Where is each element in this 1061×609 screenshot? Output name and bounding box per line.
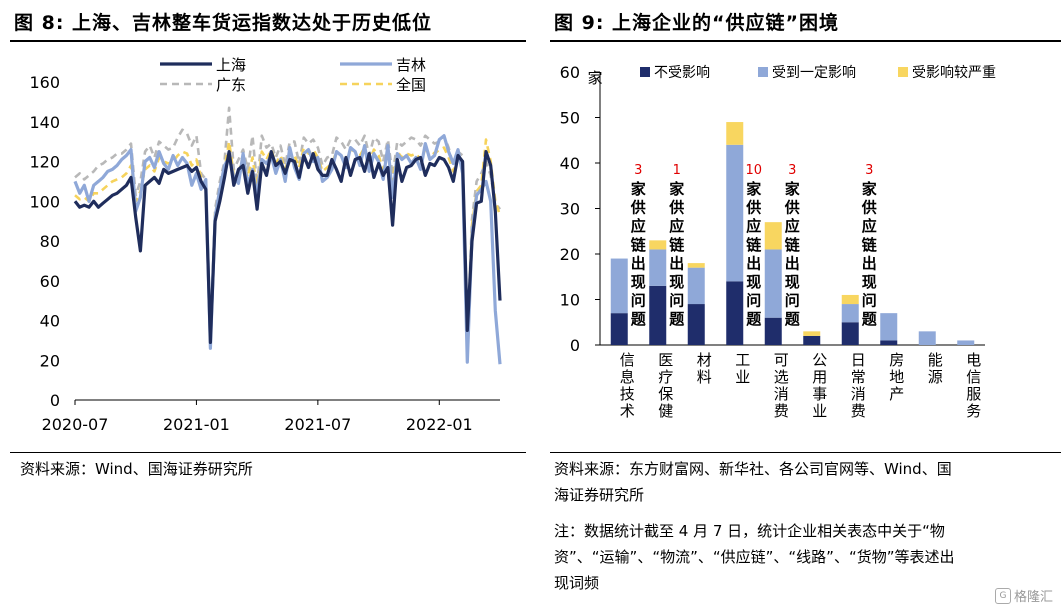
figure9-note-line2: 资”、“运输”、“物流”、“供应链”、“线路”、“货物”等表述出 [554,548,955,566]
figure9-source-line2: 海证券研究所 [554,486,645,504]
legend-swatch-受到一定影响 [758,67,768,77]
y-tick-label-140: 140 [29,113,60,132]
bar-能源-受到一定影响 [918,331,936,345]
series-line-上海 [73,149,502,344]
annotation-text-0: 家供应链出现问题 [630,180,647,328]
bar-公用事业-受影响较严重 [803,331,821,336]
x-tick-label-2021-07: 2021-07 [284,415,351,434]
x-category-label-材料: 材料 [697,351,712,386]
legend-label-广东: 广东 [216,76,246,94]
figure9-title-rule [550,40,1061,42]
x-category-label-房地产: 房地产 [889,351,904,403]
legend-label-全国: 全国 [396,76,426,94]
figure8-title-rule [10,40,526,42]
bar-日常消费-受到一定影响 [841,304,859,323]
x-category-label-信息技术: 信息技术 [620,351,635,420]
annotation-text-3: 家供应链出现问题 [784,180,801,328]
figure8-title: 图 8: 上海、吉林整车货运指数达处于历史低位 [14,12,433,34]
bar-房地产-受到一定影响 [880,313,898,341]
bar-日常消费-受影响较严重 [841,294,859,305]
x-category-label-工业: 工业 [735,351,750,386]
y-tick-label-10: 10 [560,291,580,310]
y-tick-label-0: 0 [50,391,60,410]
y-tick-label-60: 60 [560,63,580,82]
x-category-label-电信服务: 电信服务 [966,351,981,420]
y-tick-label-0: 0 [570,336,580,355]
bar-材料-受到一定影响 [687,267,705,305]
y-tick-label-20: 20 [560,245,580,264]
figure9-note-line1: 注：数据统计截至 4 月 7 日，统计企业相关表态中关于“物 [554,522,945,540]
annotation-text-4: 家供应链出现问题 [861,180,878,328]
figure9-source-line1: 资料来源：东方财富网、新华社、各公司官网等、Wind、国 [554,460,952,478]
figure9-source-rule [550,452,1061,453]
x-category-label-公用事业: 公用事业 [812,351,827,420]
legend-label-不受影响: 不受影响 [654,65,710,81]
y-tick-label-20: 20 [40,351,60,370]
annotation-text-2: 家供应链出现问题 [745,180,762,328]
y-axis-unit-label: 家 [587,69,602,87]
annotation-number-1: 1 [673,163,681,178]
bar-房地产-不受影响 [880,340,898,345]
y-tick-label-60: 60 [40,272,60,291]
x-category-label-日常消费: 日常消费 [851,351,866,420]
bar-日常消费-不受影响 [841,322,859,345]
series-line-全国 [74,138,502,346]
y-tick-label-40: 40 [40,312,60,331]
line-chart: 0 20 40 60 80 100 120 140 160 2020-07 2021-01 2021-… [29,56,502,434]
y-tick-label-40: 40 [560,154,580,173]
annotation-number-2: 10 [745,163,762,178]
x-category-label-可选消费: 可选消费 [774,351,789,420]
annotation-number-0: 3 [634,163,642,178]
left-panel: 图 8: 上海、吉林整车货运指数达处于历史低位 0 20 40 60 80 100 120 1… [0,0,528,609]
y-tick-label-160: 160 [29,73,60,92]
figure9-note: 注：数据统计截至 4 月 7 日，统计企业相关表态中关于“物 资”、“运输”、“… [554,518,1054,596]
y-tick-label-100: 100 [29,192,60,211]
legend-swatch-不受影响 [640,67,650,77]
x-category-label-医疗保健: 医疗保健 [658,351,673,420]
figure9-source: 资料来源：东方财富网、新华社、各公司官网等、Wind、国 海证券研究所 [554,456,1054,508]
annotation-text-1: 家供应链出现问题 [668,180,685,328]
bar-工业-受到一定影响 [726,144,744,282]
bar-工业-不受影响 [726,281,744,345]
series-line-广东 [74,106,502,346]
x-tick-label-2022-01: 2022-01 [406,415,473,434]
y-tick-label-50: 50 [560,109,580,128]
annotation-number-3: 3 [788,163,796,178]
bar-材料-不受影响 [687,304,705,345]
legend-label-受影响较严重: 受影响较严重 [912,65,996,81]
bar-医疗保健-不受影响 [649,285,667,345]
y-tick-label-120: 120 [29,153,60,172]
figure8-source-rule [10,452,526,453]
bar-信息技术-不受影响 [610,313,628,345]
watermark-text: 格隆汇 [1013,590,1053,605]
x-tick-label-2021-01: 2021-01 [163,415,230,434]
bar-公用事业-不受影响 [803,335,821,345]
figure9-note-line3: 现词频 [554,574,600,592]
bar-可选消费-不受影响 [764,317,782,345]
x-tick-label-2020-07: 2020-07 [42,415,109,434]
legend-swatch-受影响较严重 [898,67,908,77]
figure9-title: 图 9: 上海企业的“供应链”困境 [554,12,840,34]
x-category-label-能源: 能源 [928,351,943,386]
bar-电信服务-受到一定影响 [957,340,975,345]
figure8-source: 资料来源：Wind、国海证券研究所 [20,460,253,478]
bar-可选消费-受到一定影响 [764,249,782,318]
bar-医疗保健-受到一定影响 [649,249,667,286]
bar-可选消费-受影响较严重 [764,222,782,250]
right-panel: 图 9: 上海企业的“供应链”困境 0 10 20 30 40 50 60 家信息技术 医疗保健… [540,0,1061,609]
legend-label-受到一定影响: 受到一定影响 [772,65,856,81]
watermark: G 格隆汇 [994,586,1053,605]
y-tick-label-30: 30 [560,200,580,219]
bar-工业-受影响较严重 [726,122,744,145]
bar-信息技术-受到一定影响 [610,258,628,314]
bar-材料-受影响较严重 [687,263,705,268]
bar-医疗保健-受影响较严重 [649,240,667,250]
watermark-logo-icon: G [994,587,1011,604]
legend-label-吉林: 吉林 [396,56,426,74]
y-tick-label-80: 80 [40,232,60,251]
annotation-number-4: 3 [865,163,873,178]
legend-label-上海: 上海 [216,56,246,74]
